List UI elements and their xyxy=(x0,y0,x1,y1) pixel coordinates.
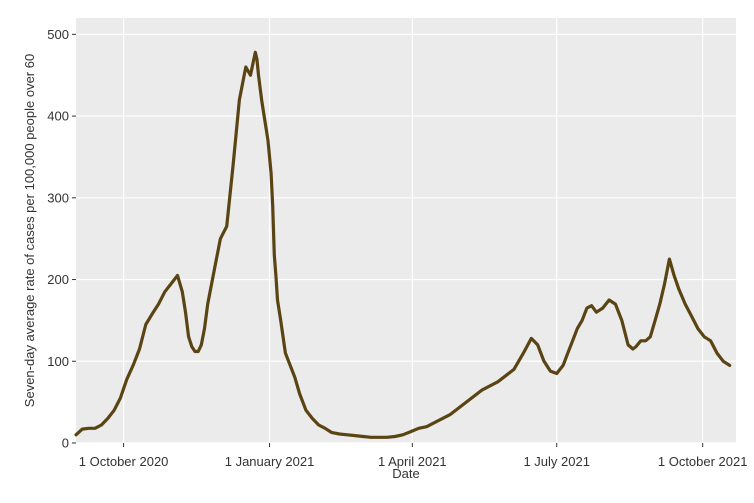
x-tick-label: 1 July 2021 xyxy=(523,454,590,469)
y-axis-title: Seven-day average rate of cases per 100,… xyxy=(22,54,37,407)
y-tick-label: 400 xyxy=(47,109,69,124)
x-axis: 1 October 2020 1 January 2021 1 April 2021… xyxy=(79,443,748,469)
series-line xyxy=(74,50,732,439)
plot-background xyxy=(76,18,736,443)
x-axis-title: Date xyxy=(392,466,419,481)
x-tick-label: 1 April 2021 xyxy=(378,454,447,469)
y-tick-label: 200 xyxy=(47,272,69,287)
y-tick-label: 500 xyxy=(47,27,69,42)
x-tick-label: 1 October 2021 xyxy=(658,454,748,469)
x-tick-label: 1 October 2020 xyxy=(79,454,169,469)
y-tick-label: 100 xyxy=(47,354,69,369)
x-tick-label: 1 January 2021 xyxy=(225,454,315,469)
y-axis: 0 100 200 300 400 500 xyxy=(47,27,76,451)
y-tick-label: 0 xyxy=(62,436,69,451)
y-tick-label: 300 xyxy=(47,190,69,205)
